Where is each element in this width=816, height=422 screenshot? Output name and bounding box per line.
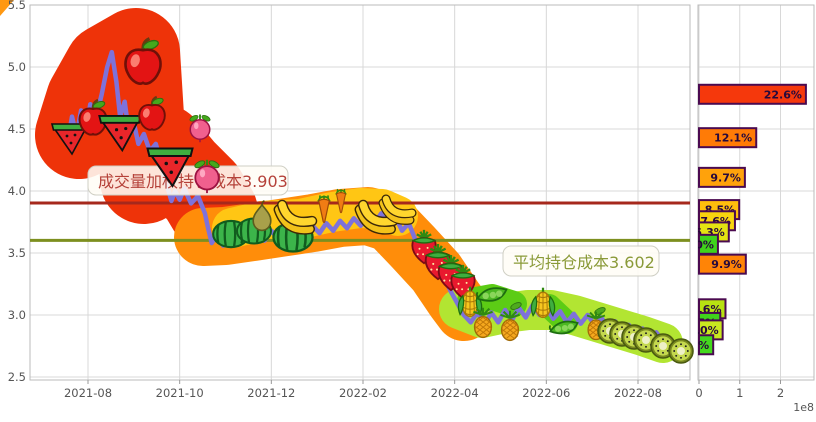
x-axis-tick-label: 2022-02: [339, 386, 387, 400]
volume-axis-scale-label: 1e8: [793, 401, 814, 414]
vwap-label-text: 成交量加权持仓成本3.903: [98, 172, 288, 191]
avg-label-text: 平均持仓成本3.602: [513, 253, 655, 272]
cost-distribution-bars-layer: 22.6%12.1%9.7%8.5%7.6%6.3%4.0%9.9%5.6%4.…: [679, 83, 807, 356]
y-axis-tick-label: 5.5: [8, 0, 26, 12]
annotation-layer: 成交量加权持仓成本3.903 平均持仓成本3.602: [87, 165, 660, 277]
distribution-bar: [698, 166, 746, 188]
distribution-bar-label: 9.9%: [711, 258, 742, 271]
y-axis-tick-label: 4.5: [8, 122, 26, 136]
distribution-bar: [698, 83, 807, 105]
vwap-label-box: [87, 165, 289, 196]
y-axis-tick-label: 5.0: [8, 60, 26, 74]
blob-group: [35, 8, 683, 363]
volume-axis-tick-label: 2: [777, 386, 784, 400]
axis-labels-layer: 2.5 3.0 3.5 4.0 4.5 5.0 5.5 2021-08 2021-10 2021-…: [8, 0, 814, 414]
distribution-bar: [698, 334, 715, 356]
corner-blob-fragment: [0, 0, 14, 16]
volume-axis-tick-label: 1: [736, 386, 743, 400]
distribution-bar-label: 5.0%: [688, 324, 719, 337]
price-line: [59, 49, 666, 344]
distribution-bar-label: 12.1%: [714, 132, 752, 145]
distribution-bar-label: 3.0%: [679, 339, 710, 352]
avg-label-box: [502, 245, 660, 277]
x-axis-tick-label: 2022-06: [522, 386, 570, 400]
y-axis-tick-label: 3.0: [8, 308, 26, 322]
kiwi-icon: [668, 338, 694, 364]
y-axis-tick-label: 3.5: [8, 246, 26, 260]
x-axis-tick-label: 2021-12: [247, 386, 295, 400]
avg-cost-label: 平均持仓成本3.602: [502, 245, 660, 277]
x-axis-tick-label: 2021-10: [156, 386, 204, 400]
vwap-cost-label: 成交量加权持仓成本3.903: [87, 165, 289, 196]
x-axis-tick-label: 2022-08: [614, 386, 662, 400]
pineapple-icon: [472, 307, 494, 339]
distribution-bar: [698, 253, 747, 275]
y-axis-tick-label: 2.5: [8, 370, 26, 384]
x-axis-tick-label: 2021-08: [64, 386, 112, 400]
pineapple-icon: [499, 310, 521, 342]
distribution-bar: [698, 127, 758, 149]
y-axis-tick-label: 4.0: [8, 184, 26, 198]
distribution-bar-label: 4.0%: [683, 238, 714, 251]
main-plot-border: [29, 4, 691, 381]
distribution-bar-label: 9.7%: [710, 171, 741, 184]
price-line-layer: [59, 49, 666, 344]
x-axis-tick-label: 2022-04: [431, 386, 479, 400]
volume-plot-border: [697, 4, 815, 381]
volume-axis-tick-label: 0: [695, 386, 702, 400]
distribution-bar-label: 22.6%: [764, 88, 802, 101]
